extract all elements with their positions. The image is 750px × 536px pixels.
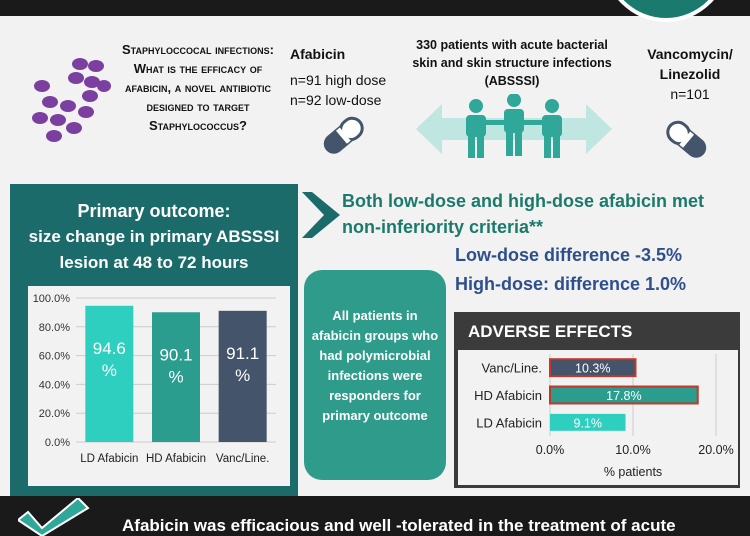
x-tick-label: 0.0% xyxy=(536,443,565,457)
polymicrobial-box xyxy=(304,270,446,480)
category-label: LD Afabicin xyxy=(476,415,542,430)
x-tick-label: 10.0% xyxy=(615,443,650,457)
comparator-title: Vancomycin/ Linezolid xyxy=(647,46,733,82)
pill-icon xyxy=(666,120,707,158)
arrow-icon xyxy=(302,192,340,238)
category-label: LD Afabicin xyxy=(80,453,138,465)
checkmark-icon xyxy=(18,498,90,536)
afabicin-high-dose: n=91 high dose xyxy=(290,72,387,88)
footer-conclusion: Afabicin was efficacious and well -toler… xyxy=(122,516,676,535)
afabicin-title: Afabicin xyxy=(290,46,346,62)
category-label: Vanc/Line. xyxy=(216,453,270,465)
data-label: 90.1 xyxy=(159,345,192,364)
adverse-effects-title: ADVERSE EFFECTS xyxy=(468,322,633,341)
primary-title-line1: Primary outcome: xyxy=(77,201,231,221)
x-axis-label: % patients xyxy=(604,465,662,479)
pill-icon xyxy=(323,116,364,154)
bar xyxy=(152,312,200,442)
data-label: 9.1% xyxy=(574,416,603,430)
primary-outcome-title: Primary outcome: size change in primary … xyxy=(22,198,286,276)
patients-icon xyxy=(416,94,612,158)
data-label-unit: % xyxy=(168,367,183,386)
bar xyxy=(550,413,626,431)
afabicin-low-dose: n=92 low-dose xyxy=(290,92,382,108)
patients-text: 330 patients with acute bacterial skin a… xyxy=(412,38,612,88)
ld-difference: Low-dose difference -3.5% xyxy=(455,245,683,265)
question-text: Staphyloccocal infections: What is the e… xyxy=(122,42,274,133)
hd-difference: High-dose: difference 1.0% xyxy=(455,274,687,294)
data-label-unit: % xyxy=(235,366,250,385)
data-label-unit: % xyxy=(102,361,117,380)
findings-headline: Both low-dose and high-dose afabicin met… xyxy=(342,191,705,237)
header-panel xyxy=(0,16,750,180)
y-tick-label: 80.0% xyxy=(39,322,70,334)
footer-bar xyxy=(0,496,750,536)
y-tick-label: 40.0% xyxy=(39,379,70,391)
category-label: HD Afabicin xyxy=(474,388,542,403)
bar xyxy=(549,358,637,378)
y-tick-label: 20.0% xyxy=(39,408,70,420)
y-tick-label: 60.0% xyxy=(39,351,70,363)
top-bar xyxy=(0,0,750,16)
bacteria-icon xyxy=(32,58,111,142)
bar xyxy=(85,305,134,442)
primary-outcome-chart: 0.0% 20.0% 40.0% 60.0% 80.0% 100.0% 94.6% LD Af… xyxy=(33,293,276,465)
bar xyxy=(549,385,699,405)
category-label: Vanc/Line. xyxy=(482,361,542,376)
primary-title-line2: size change in primary ABSSSI lesion at … xyxy=(28,227,280,272)
x-tick-label: 20.0% xyxy=(698,443,733,457)
comparator-n: n=101 xyxy=(670,86,710,102)
y-tick-label: 0.0% xyxy=(45,437,70,449)
y-tick-label: 100.0% xyxy=(33,293,71,305)
data-label: 17.8% xyxy=(606,389,641,403)
data-label: 91.1 xyxy=(226,344,259,363)
data-label: 94.6 xyxy=(93,339,126,358)
polymicrobial-text: All patients in afabicin groups who had … xyxy=(311,308,439,423)
adverse-effects-chart: 0.0% 10.0% 20.0% 10.3% Vanc/Line. 17.8% HD Afa… xyxy=(474,354,734,479)
data-label: 10.3% xyxy=(575,362,610,376)
category-label: HD Afabicin xyxy=(146,453,206,465)
bar xyxy=(218,310,267,442)
